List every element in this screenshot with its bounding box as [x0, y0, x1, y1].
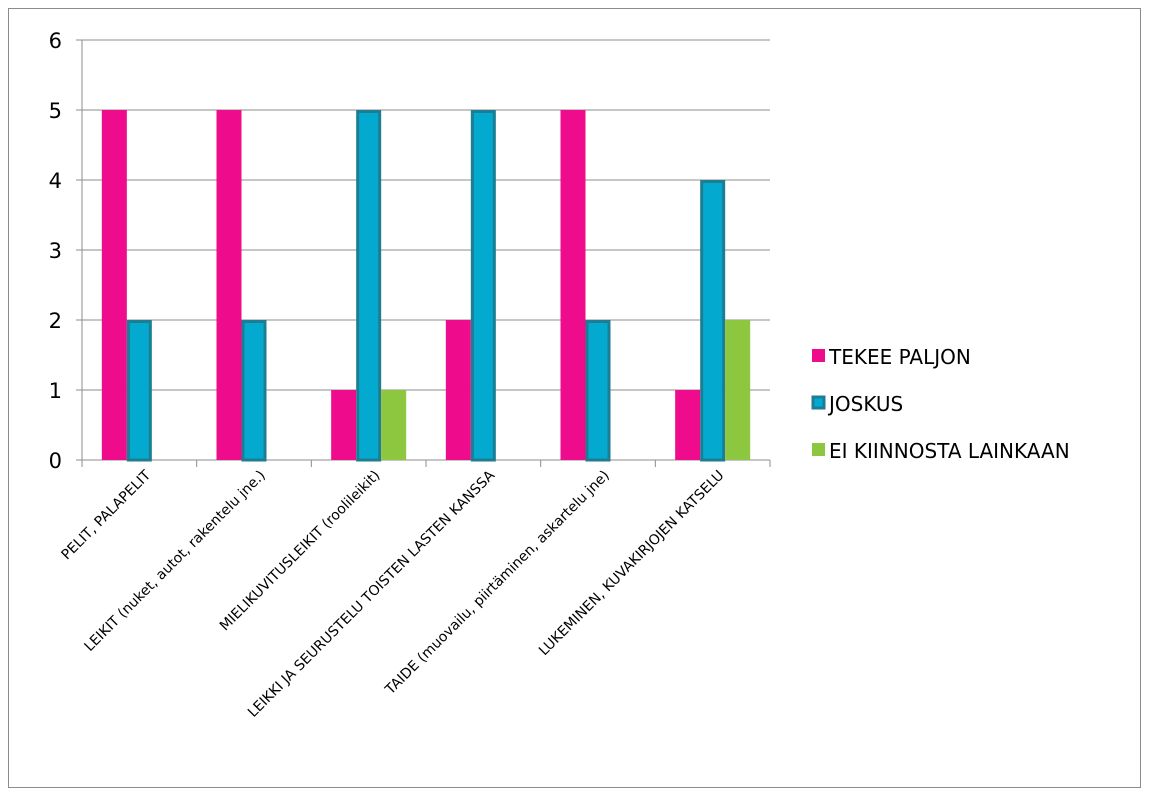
axes	[76, 39, 771, 467]
bar-s0-c1	[216, 110, 242, 460]
y-tick-label-4: 4	[49, 169, 62, 193]
bar-s1-c4	[585, 320, 611, 462]
bars	[101, 110, 751, 462]
bar-s0-c0	[101, 110, 127, 460]
bar-s0-c2	[331, 390, 357, 460]
y-tick-label-6: 6	[49, 29, 62, 53]
legend-swatch-0	[812, 349, 825, 362]
x-category-label-4: TAIDE (muovailu, piirtäminen, askartelu …	[382, 468, 613, 699]
legend: TEKEE PALJON JOSKUS EI KIINNOSTA LAINKAAN	[811, 345, 1070, 463]
legend-label-1: JOSKUS	[827, 392, 903, 416]
y-tick-label-2: 2	[49, 309, 62, 333]
bar-s1-c5	[700, 180, 726, 462]
x-category-label-0: PELIT, PALAPELIT	[59, 467, 155, 563]
bar-s2-c2	[381, 390, 407, 460]
bar-s0-c5	[675, 390, 701, 460]
bar-s1-c2	[356, 110, 382, 462]
legend-label-2: EI KIINNOSTA LAINKAAN	[829, 439, 1070, 463]
y-tick-label-3: 3	[49, 239, 62, 263]
x-category-label-3: LEIKKI JA SEURUSTELU TOISTEN LASTEN KANS…	[245, 467, 498, 720]
x-category-label-5: LUKEMINEN, KUVAKIRJOJEN KATSELU	[536, 468, 727, 659]
bar-s1-c3	[470, 110, 496, 462]
bar-s1-c1	[241, 320, 267, 462]
bar-s2-c5	[725, 320, 751, 460]
x-category-label-1: LEIKIT (nuket, autot, rakentelu jne.)	[82, 468, 269, 655]
legend-label-0: TEKEE PALJON	[828, 345, 971, 369]
y-tick-label-1: 1	[49, 379, 62, 403]
gridlines	[82, 39, 770, 391]
y-tick-labels: 0 1 2 3 4 5 6	[49, 29, 62, 473]
y-tick-label-5: 5	[49, 99, 62, 123]
bar-s1-c0	[126, 320, 152, 462]
legend-swatch-2	[812, 443, 825, 456]
legend-swatch-1	[811, 395, 826, 410]
bar-s0-c4	[560, 110, 586, 460]
y-tick-label-0: 0	[49, 449, 62, 473]
bar-s0-c3	[445, 320, 471, 460]
